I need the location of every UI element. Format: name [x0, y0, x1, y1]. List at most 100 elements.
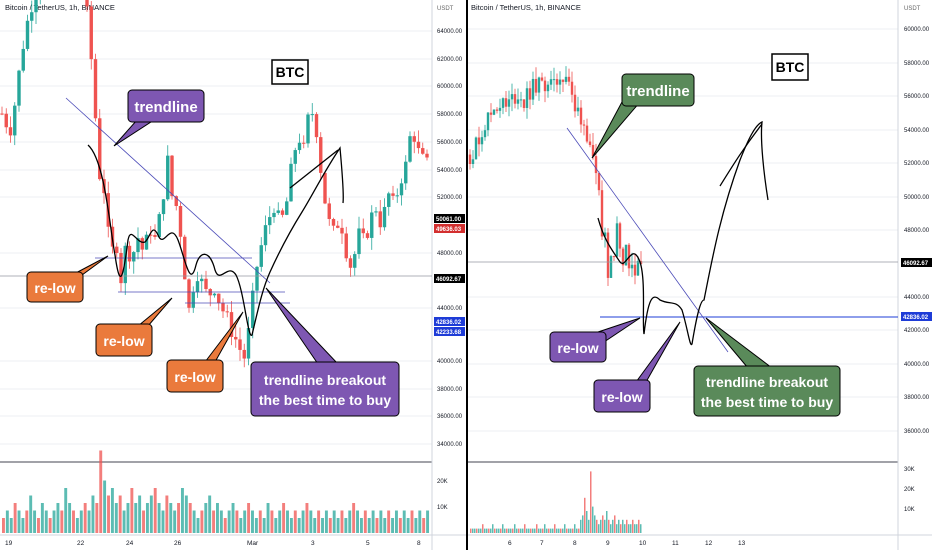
price-tick-label: 52000.00 [437, 195, 463, 201]
time-tick-label: 11 [672, 540, 679, 547]
candle-body [327, 203, 331, 220]
candle-body [370, 212, 374, 238]
volume-bar [536, 524, 538, 533]
volume-bar [383, 518, 387, 533]
candle-body [474, 137, 478, 160]
candle-body [140, 238, 144, 250]
volume-bar [636, 524, 638, 533]
candle-body [468, 154, 472, 165]
volume-bar [492, 524, 494, 533]
volume-bar [79, 510, 83, 533]
price-tick-label: 52000.00 [904, 161, 930, 167]
volume-bar [624, 524, 626, 533]
volume-bar [632, 519, 634, 533]
volume-tick-label: 20K [437, 479, 448, 485]
candle-body [319, 137, 323, 173]
volume-bar [169, 503, 173, 533]
price-label-box [901, 312, 932, 321]
volume-bar [488, 528, 490, 533]
candle-body [639, 260, 643, 264]
volume-bar [614, 515, 616, 533]
volume-bar [177, 503, 181, 533]
price-tick-label: 56000.00 [437, 140, 463, 146]
price-tick-label: 40000.00 [437, 359, 463, 365]
candle-body [21, 48, 25, 71]
volume-bar [616, 524, 618, 533]
price-label-text: 46092.67 [903, 261, 929, 267]
volume-bar [394, 510, 398, 533]
callout-breakout-left-line2: the best time to buy [259, 392, 391, 408]
chart-header-left: Bitcoin / TetherUS, 1h, BINANCE [5, 3, 115, 12]
volume-bar [317, 510, 321, 533]
candle-body [297, 142, 302, 151]
price-tick-label: 38000.00 [904, 395, 930, 401]
volume-bar [192, 510, 196, 533]
volume-bar [188, 503, 192, 533]
volume-bar [247, 503, 251, 533]
volume-bar [134, 503, 138, 533]
candle-body [365, 233, 370, 238]
volume-bar [33, 510, 37, 533]
candle-body [234, 336, 238, 340]
callout-relow-1-text: re-low [34, 280, 75, 296]
candle-body [204, 278, 208, 290]
volume-bar [638, 519, 640, 533]
volume-bar [514, 524, 516, 533]
candle-body [353, 254, 357, 268]
volume-bar [114, 503, 118, 533]
volume-bar [476, 528, 478, 533]
candle-body [344, 233, 348, 259]
volume-bar [470, 528, 472, 533]
volume-bar [173, 510, 177, 533]
volume-bar [107, 495, 110, 533]
price-tick-label: 34000.00 [437, 442, 463, 448]
callout-breakout-left-line1: trendline breakout [264, 372, 386, 388]
volume-bar [2, 518, 5, 533]
time-tick-label: 7 [540, 540, 544, 547]
symbol-box-right [771, 53, 809, 81]
price-label-text: 42836.02 [903, 315, 929, 321]
volume-bar [138, 495, 142, 533]
volume-bar [628, 524, 630, 533]
volume-bar [254, 518, 258, 533]
candle-body [558, 79, 562, 85]
candle-body [564, 76, 568, 82]
price-tick-label: 48000.00 [904, 228, 930, 234]
candle-body [149, 234, 153, 236]
time-tick-label: 22 [77, 540, 85, 547]
volume-bar [196, 518, 200, 533]
volume-bar [494, 528, 496, 533]
volume-bar [25, 510, 29, 533]
projection-arrow-right [719, 123, 763, 187]
volume-bar [184, 495, 188, 533]
volume-bar [522, 528, 524, 533]
price-labels-left: 50061.00 49636.03 46092.67 42836.02 42233.68 [434, 214, 465, 336]
volume-bar [180, 488, 184, 533]
volume-bar [48, 518, 52, 533]
candle-body [238, 339, 242, 350]
volume-bar [622, 519, 624, 533]
candle-body [221, 303, 225, 312]
volume-bar [526, 528, 528, 533]
candle-body [85, 0, 89, 7]
time-tick-label: 8 [417, 540, 421, 547]
candle-body [251, 290, 255, 329]
volume-bar [552, 528, 554, 533]
volume-bar [422, 518, 426, 533]
candle-body [285, 201, 289, 215]
candle-body [255, 266, 259, 291]
price-tick-label: 44000.00 [904, 295, 930, 301]
volume-bar [562, 528, 564, 533]
candle-body [136, 238, 140, 253]
candle-body [272, 212, 276, 218]
volume-bar [231, 503, 235, 533]
candle-body [549, 79, 553, 85]
volume-bar [560, 528, 562, 533]
candle-body [612, 256, 616, 258]
callout-breakout-right: trendline breakout the best time to buy [693, 317, 841, 417]
price-label-box [434, 274, 465, 283]
volume-tick-label: 30K [904, 467, 915, 473]
candle-body [4, 113, 8, 128]
volume-bar [594, 515, 596, 533]
candle-body [93, 59, 98, 119]
